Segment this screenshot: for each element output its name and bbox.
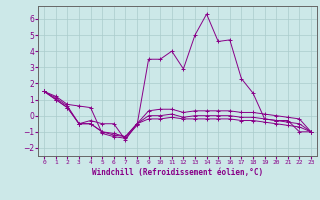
X-axis label: Windchill (Refroidissement éolien,°C): Windchill (Refroidissement éolien,°C) xyxy=(92,168,263,177)
